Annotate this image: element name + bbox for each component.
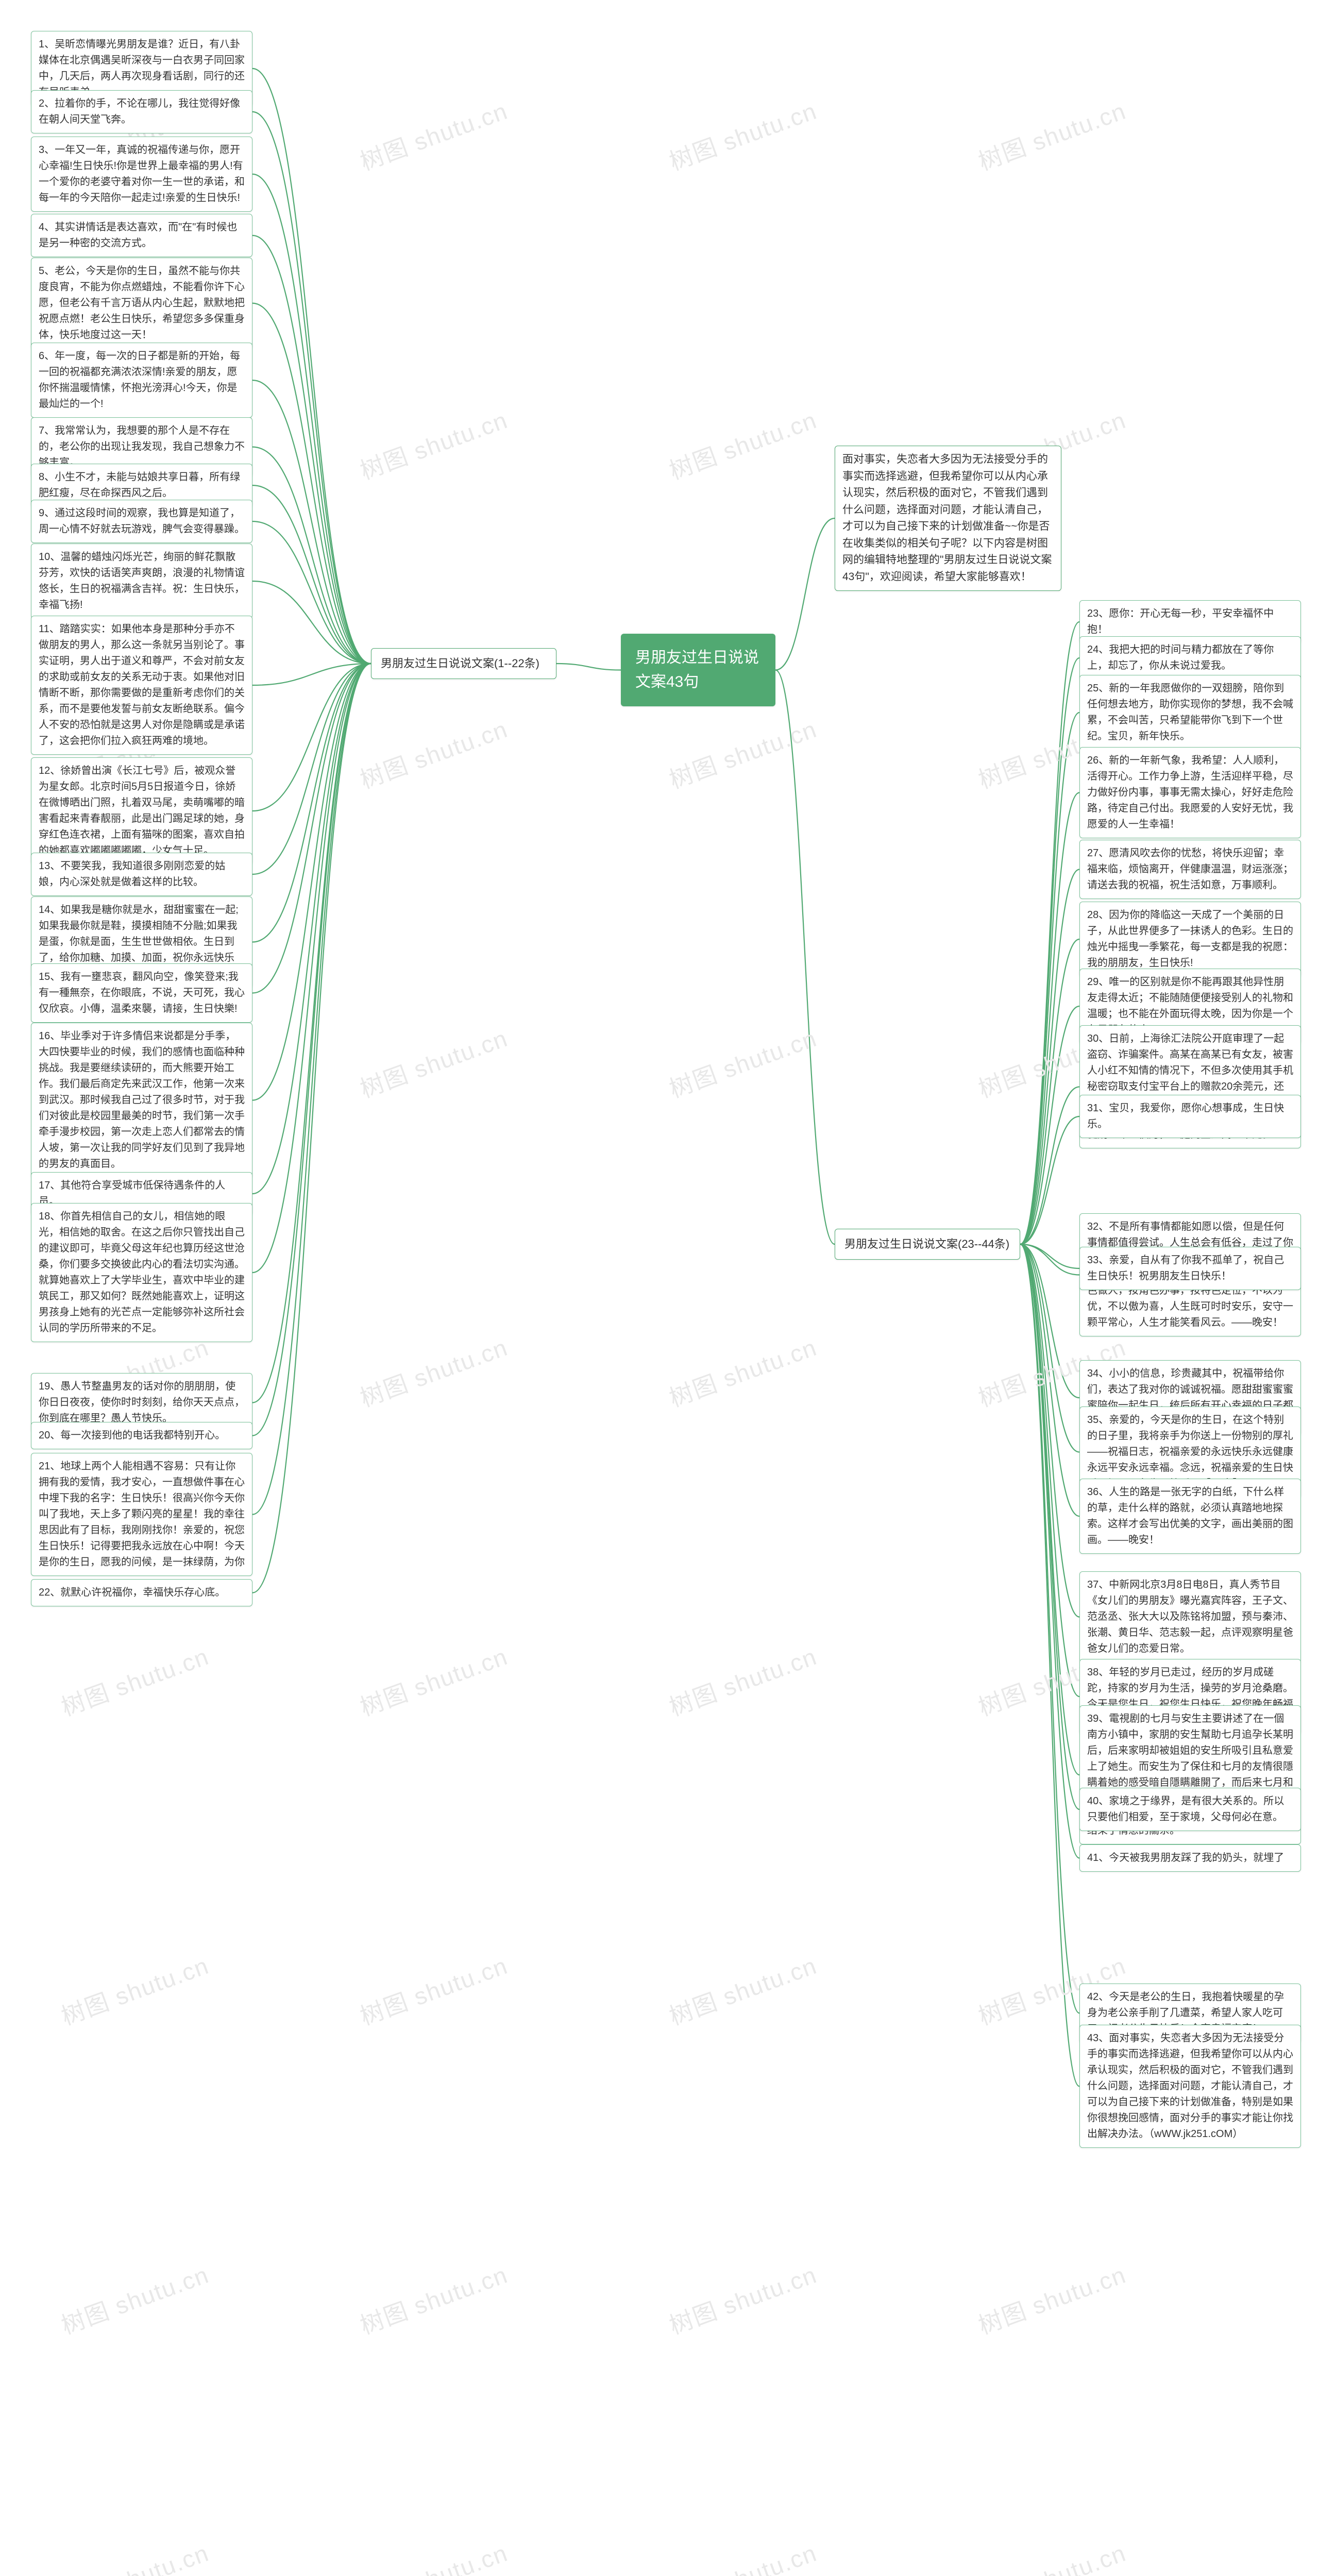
watermark: 树图 shutu.cn (664, 401, 821, 486)
watermark: 树图 shutu.cn (355, 401, 512, 486)
right-item: 37、中新网北京3月8日电8日，真人秀节目《女儿们的男朋友》曝光嘉宾阵容，王子文… (1079, 1571, 1301, 1663)
right-item: 27、愿清风吹去你的忧愁，将快乐迎留；幸福来临，烦恼离开，伴健康温温，财运涨涨；… (1079, 840, 1301, 899)
right-item: 33、亲爱，自从有了你我不孤单了，祝自己生日快乐！祝男朋友生日快乐！ (1079, 1247, 1301, 1290)
watermark: 树图 shutu.cn (973, 2534, 1130, 2576)
left-item: 6、年一度，每一次的日子都是新的开始，每一回的祝福都充满浓浓深情!亲爱的朋友，愿… (31, 343, 252, 418)
left-item: 10、温馨的蜡烛闪烁光芒，绚丽的鲜花飘散芬芳，欢快的话语笑声爽朗，浪漫的礼物情谊… (31, 544, 252, 619)
watermark: 树图 shutu.cn (664, 1947, 821, 2032)
watermark: 树图 shutu.cn (664, 2534, 821, 2576)
watermark: 树图 shutu.cn (355, 1020, 512, 1105)
watermark: 树图 shutu.cn (664, 1329, 821, 1414)
branch-left: 男朋友过生日说说文案(1--22条) (371, 648, 556, 679)
right-item: 31、宝贝，我爱你，愿你心想事成，生日快乐。 (1079, 1095, 1301, 1138)
watermark: 树图 shutu.cn (664, 1020, 821, 1105)
left-item: 16、毕业季对于许多情侣来说都是分手季，大四快要毕业的时候，我们的感情也面临种种… (31, 1023, 252, 1178)
watermark: 树图 shutu.cn (664, 2256, 821, 2341)
watermark: 树图 shutu.cn (355, 710, 512, 795)
right-item: 40、家境之于缘界，是有很大关系的。所以只要他们相爱，至于家境，父母何必在意。 (1079, 1788, 1301, 1831)
branch-right: 男朋友过生日说说文案(23--44条) (835, 1229, 1020, 1260)
right-item: 41、今天被我男朋友踩了我的奶头，就埋了 (1079, 1844, 1301, 1872)
watermark: 树图 shutu.cn (355, 2256, 512, 2341)
left-item: 15、我有一壅悲哀，翻风向空，像笑登来;我有一種無奈，在你眼底，不说，天可死，我… (31, 963, 252, 1023)
watermark: 树图 shutu.cn (355, 1329, 512, 1414)
left-item: 21、地球上两个人能相遇不容易：只有让你拥有我的爱情，我才安心，一直想做件事在心… (31, 1453, 252, 1576)
right-item: 25、新的一年我愿做你的一双翅膀，陪你到任何想去地方，助你实现你的梦想，我不会喊… (1079, 675, 1301, 750)
watermark: 树图 shutu.cn (355, 92, 512, 177)
left-item: 4、其实讲情话是表达喜欢，而"在"有时候也是另一种密的交流方式。 (31, 214, 252, 257)
left-item: 11、踏踏实实：如果他本身是那种分手亦不做朋友的男人，那么这一条就另当别论了。事… (31, 616, 252, 755)
watermark: 树图 shutu.cn (973, 2256, 1130, 2341)
watermark: 树图 shutu.cn (355, 1638, 512, 1723)
root-node: 男朋友过生日说说文案43句 (621, 634, 775, 706)
left-item: 20、每一次接到他的电话我都特别开心。 (31, 1422, 252, 1449)
watermark: 树图 shutu.cn (56, 2534, 213, 2576)
watermark: 树图 shutu.cn (56, 2256, 213, 2341)
watermark: 树图 shutu.cn (56, 1947, 213, 2032)
right-item: 26、新的一年新气象，我希望：人人顺利，活得开心。工作力争上游，生活迎样平稳，尽… (1079, 747, 1301, 838)
left-item: 22、就默心许祝福你，幸福快乐存心底。 (31, 1579, 252, 1606)
left-item: 3、一年又一年，真诚的祝福传递与你，愿开心幸福!生日快乐!你是世界上最幸福的男人… (31, 137, 252, 212)
left-item: 13、不要笑我，我知道很多刚刚恋爱的姑娘，内心深处就是做着这样的比较。 (31, 853, 252, 896)
left-item: 12、徐娇曾出演《长江七号》后，被观众誉为星女郎。北京时间5月5日报道今日，徐娇… (31, 757, 252, 865)
right-item: 24、我把大把的时间与精力都放在了等你上，却忘了，你从未说过爱我。 (1079, 636, 1301, 680)
watermark: 树图 shutu.cn (355, 1947, 512, 2032)
left-item: 2、拉着你的手，不论在哪儿，我往觉得好像在朝人间天堂飞奔。 (31, 90, 252, 133)
left-item: 18、你首先相信自己的女儿，相信她的眼光，相信她的取舍。在这之后你只管找出自己的… (31, 1203, 252, 1342)
watermark: 树图 shutu.cn (664, 1638, 821, 1723)
left-item: 5、老公，今天是你的生日，虽然不能与你共度良宵，不能为你点燃蜡烛，不能看你许下心… (31, 258, 252, 349)
left-item: 9、通过这段时间的观察，我也算是知道了，周一心情不好就去玩游戏，脾气会变得暴躁。 (31, 500, 252, 543)
right-item: 43、面对事实，失恋者大多因为无法接受分手的事实而选择逃避，但我希望你可以从内心… (1079, 2025, 1301, 2148)
watermark: 树图 shutu.cn (664, 92, 821, 177)
right-item: 28、因为你的降临这一天成了一个美丽的日子，从此世界便多了一抹诱人的色彩。生日的… (1079, 902, 1301, 977)
watermark: 树图 shutu.cn (355, 2534, 512, 2576)
watermark: 树图 shutu.cn (973, 92, 1130, 177)
watermark: 树图 shutu.cn (664, 710, 821, 795)
right-item: 36、人生的路是一张无字的白纸，下什么样的草，走什么样的路就，必须认真踏地地探索… (1079, 1479, 1301, 1554)
intro-node: 面对事实，失恋者大多因为无法接受分手的事实而选择逃避，但我希望你可以从内心承认现… (835, 446, 1061, 591)
watermark: 树图 shutu.cn (56, 1638, 213, 1723)
